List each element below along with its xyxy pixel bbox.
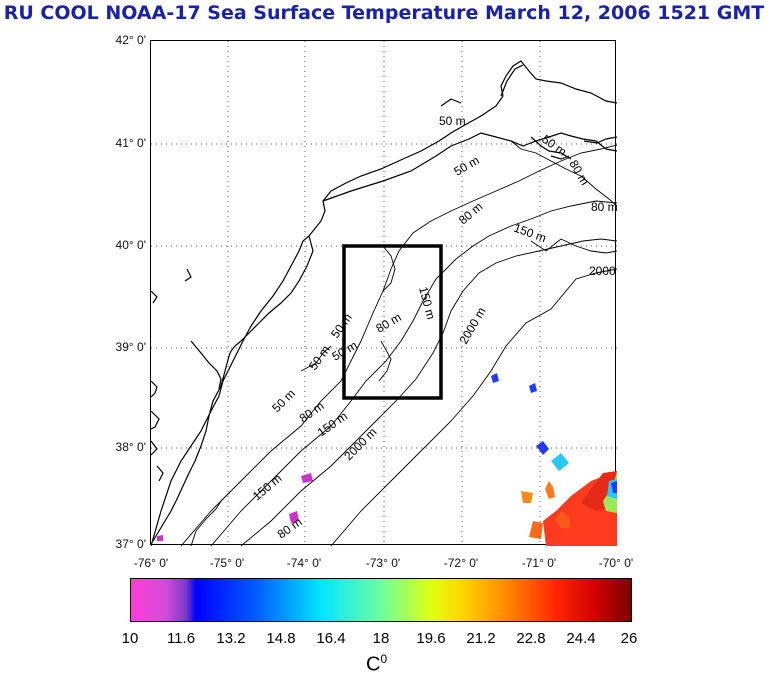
lon-label-73: -73° 0'	[365, 556, 401, 570]
colorbar-tick-18: 18	[372, 630, 390, 647]
sst-patch-e	[536, 441, 549, 455]
colorbar-tick-16-4: 16.4	[316, 630, 346, 647]
lat-label-41: 41° 0'	[115, 136, 146, 150]
map-canvas: 50 m 50 m 80 m 80 m 150 m 2000 50 m 80 m…	[151, 41, 617, 546]
sst-patch-g	[491, 373, 499, 383]
sst-patch-j	[289, 511, 299, 523]
contour-label: 80 m	[591, 200, 617, 214]
sst-map[interactable]: 50 m 50 m 80 m 80 m 150 m 2000 50 m 80 m…	[150, 40, 617, 546]
colorbar-tick-22-8: 22.8	[516, 630, 546, 647]
colorbar-tick-11-6: 11.6	[166, 630, 196, 647]
study-area-box[interactable]	[342, 244, 443, 400]
colorbar-units: C0	[366, 652, 387, 677]
lon-label-70: -70° 0'	[598, 556, 634, 570]
contour-label: 50 m	[328, 311, 355, 341]
colorbar-tick-13-2: 13.2	[216, 630, 246, 647]
lon-label-76: -76° 0'	[133, 556, 169, 570]
sst-patch-a	[545, 481, 555, 499]
sst-patch-k	[157, 535, 163, 541]
colorbar-tick-19-6: 19.6	[416, 630, 446, 647]
lon-label-71: -71° 0'	[521, 556, 557, 570]
bathymetry-contours	[180, 140, 617, 546]
colorbar-tick-26: 26	[620, 630, 638, 647]
contour-label: 50 m	[439, 114, 466, 128]
lat-label-40: 40° 0'	[115, 238, 146, 252]
colorbar	[130, 578, 632, 622]
sst-data-layer	[157, 373, 617, 546]
contour-label: 2000	[589, 264, 616, 278]
sst-patch-d	[529, 521, 543, 539]
contour-label: 80 m	[456, 199, 485, 227]
sst-patch-cold	[611, 481, 617, 493]
colorbar-tick-10: 10	[121, 630, 139, 647]
units-label: C	[366, 653, 381, 676]
map-title: RU COOL NOAA-17 Sea Surface Temperature …	[3, 2, 765, 24]
lon-label-74: -74° 0'	[286, 556, 322, 570]
contour-label: 150 m	[250, 471, 285, 503]
lon-label-72: -72° 0'	[443, 556, 479, 570]
lon-label-75: -75° 0'	[209, 556, 245, 570]
contour-label: 150 m	[512, 221, 548, 246]
contour-label: 50 m	[306, 343, 333, 373]
sst-patch-b	[555, 511, 571, 529]
contour-label: 80 m	[297, 399, 327, 426]
contour-label: 2000 m	[456, 305, 488, 347]
colorbar-tick-14-8: 14.8	[266, 630, 296, 647]
colorbar-tick-21-2: 21.2	[466, 630, 496, 647]
graticule	[151, 41, 617, 546]
contour-label: 80 m	[275, 515, 305, 542]
units-superscript: 0	[380, 652, 388, 666]
lat-label-38: 38° 0'	[115, 440, 146, 454]
contour-label: 50 m	[269, 386, 298, 415]
colorbar-gradient	[131, 579, 631, 621]
lat-label-37: 37° 0'	[115, 537, 146, 551]
contour-label: 50 m	[452, 153, 482, 178]
lat-label-42: 42° 0'	[115, 33, 146, 47]
sst-patch-i	[301, 473, 313, 483]
sst-patch-f	[551, 453, 569, 471]
colorbar-tick-24-4: 24.4	[566, 630, 596, 647]
contour-label: 80 m	[566, 158, 591, 188]
contour-label: 150 m	[416, 285, 438, 321]
sst-patch-h	[529, 383, 537, 393]
contour-label: 80 m	[374, 310, 404, 335]
coastline	[151, 60, 617, 546]
contour-label: 2000 m	[341, 425, 379, 463]
sst-patch-c	[521, 491, 533, 503]
lat-label-39: 39° 0'	[115, 340, 146, 354]
